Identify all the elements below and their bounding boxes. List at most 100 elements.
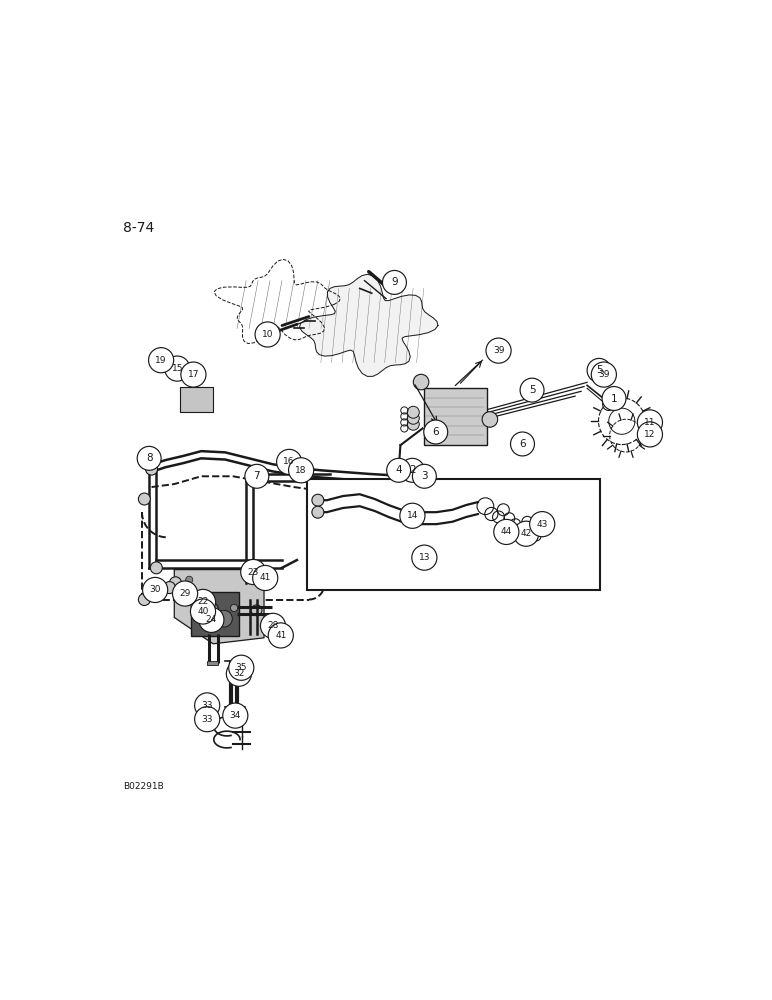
Circle shape (260, 613, 286, 638)
Text: 9: 9 (391, 277, 398, 287)
Circle shape (164, 356, 190, 381)
Circle shape (164, 582, 175, 594)
Text: 41: 41 (275, 631, 286, 640)
Circle shape (312, 506, 324, 518)
Bar (207, 661, 218, 665)
Text: 29: 29 (179, 589, 191, 598)
Circle shape (172, 581, 198, 606)
Circle shape (138, 594, 151, 606)
Circle shape (191, 589, 215, 614)
Text: 17: 17 (188, 370, 199, 379)
Circle shape (195, 693, 220, 718)
Text: 42: 42 (520, 529, 532, 538)
Circle shape (382, 270, 406, 294)
Bar (283, 457, 297, 468)
Circle shape (191, 599, 215, 624)
Text: 12: 12 (645, 430, 655, 439)
Circle shape (185, 576, 193, 583)
Circle shape (276, 449, 302, 474)
Circle shape (387, 458, 411, 482)
Circle shape (215, 610, 232, 627)
Circle shape (638, 422, 662, 447)
Circle shape (138, 493, 151, 505)
Polygon shape (300, 274, 438, 376)
Text: 41: 41 (259, 573, 271, 582)
Circle shape (638, 410, 662, 435)
Text: 6: 6 (432, 427, 439, 437)
Text: 14: 14 (407, 511, 418, 520)
Text: 3: 3 (421, 471, 428, 481)
Text: 30: 30 (150, 585, 161, 594)
Circle shape (195, 707, 220, 732)
Text: 16: 16 (283, 457, 295, 466)
Text: 43: 43 (537, 520, 548, 529)
Circle shape (486, 338, 511, 363)
Text: 5: 5 (596, 365, 602, 375)
Text: 8: 8 (146, 453, 152, 463)
Circle shape (252, 565, 278, 591)
Circle shape (148, 348, 174, 373)
Circle shape (181, 362, 206, 387)
Circle shape (146, 463, 157, 475)
Circle shape (411, 545, 437, 570)
Circle shape (513, 521, 539, 546)
Text: 2: 2 (409, 465, 415, 475)
Text: 4: 4 (395, 465, 402, 475)
Text: 18: 18 (296, 466, 306, 475)
Circle shape (231, 604, 238, 611)
Bar (307, 479, 601, 590)
FancyBboxPatch shape (191, 592, 239, 636)
Text: 35: 35 (235, 663, 247, 672)
Circle shape (137, 446, 161, 470)
Circle shape (241, 559, 266, 585)
Circle shape (170, 577, 181, 589)
Circle shape (412, 464, 436, 488)
Circle shape (494, 519, 519, 544)
Text: 11: 11 (644, 418, 655, 427)
Circle shape (199, 607, 224, 632)
Circle shape (289, 458, 313, 483)
Text: 19: 19 (155, 356, 167, 365)
Text: 33: 33 (201, 715, 213, 724)
Circle shape (268, 623, 293, 648)
Text: 8-74: 8-74 (124, 221, 154, 235)
Circle shape (162, 355, 172, 365)
Circle shape (223, 703, 248, 728)
Circle shape (591, 362, 616, 387)
Circle shape (408, 418, 419, 430)
Text: 39: 39 (493, 346, 504, 355)
Circle shape (413, 374, 429, 390)
Text: 10: 10 (262, 330, 273, 339)
Text: 7: 7 (253, 471, 260, 481)
Circle shape (408, 412, 419, 424)
Text: 23: 23 (248, 568, 259, 577)
Text: 44: 44 (501, 527, 512, 536)
Circle shape (482, 412, 498, 427)
Circle shape (400, 503, 425, 528)
Circle shape (312, 494, 324, 506)
Text: 22: 22 (198, 597, 208, 606)
Circle shape (510, 432, 534, 456)
Circle shape (229, 655, 254, 680)
Circle shape (520, 378, 544, 402)
Circle shape (181, 364, 188, 371)
Circle shape (602, 387, 626, 410)
Circle shape (197, 600, 218, 622)
Text: 34: 34 (229, 711, 241, 720)
Circle shape (424, 420, 448, 444)
Text: 24: 24 (206, 615, 217, 624)
Text: 40: 40 (198, 607, 208, 616)
Circle shape (151, 562, 162, 574)
Circle shape (181, 583, 194, 595)
Circle shape (198, 597, 205, 604)
Text: 6: 6 (520, 439, 526, 449)
Text: 1: 1 (611, 394, 618, 404)
Text: 32: 32 (233, 669, 245, 678)
Circle shape (255, 322, 280, 347)
Circle shape (194, 621, 201, 628)
Text: 39: 39 (598, 370, 610, 379)
Circle shape (143, 577, 168, 603)
Text: 13: 13 (418, 553, 430, 562)
Circle shape (226, 661, 252, 686)
Text: 5: 5 (529, 385, 535, 395)
